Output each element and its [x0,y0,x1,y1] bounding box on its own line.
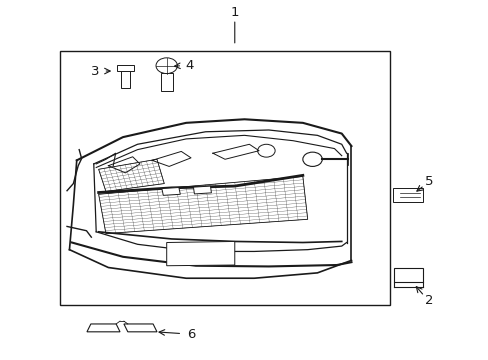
Text: 5: 5 [424,175,433,188]
Polygon shape [162,188,180,195]
Bar [60,51,389,305]
Bar [161,73,172,91]
Text: 1: 1 [230,6,239,19]
Polygon shape [193,186,211,194]
Text: 2: 2 [424,294,433,307]
Circle shape [302,152,322,166]
Polygon shape [87,324,120,332]
Text: 6: 6 [186,328,195,341]
Text: 4: 4 [185,59,194,72]
FancyBboxPatch shape [392,188,423,202]
Bar [120,71,130,88]
Polygon shape [123,324,157,332]
Bar [393,268,423,282]
Polygon shape [166,242,234,266]
Text: 3: 3 [91,64,100,77]
Circle shape [156,58,177,73]
Bar [116,64,134,71]
